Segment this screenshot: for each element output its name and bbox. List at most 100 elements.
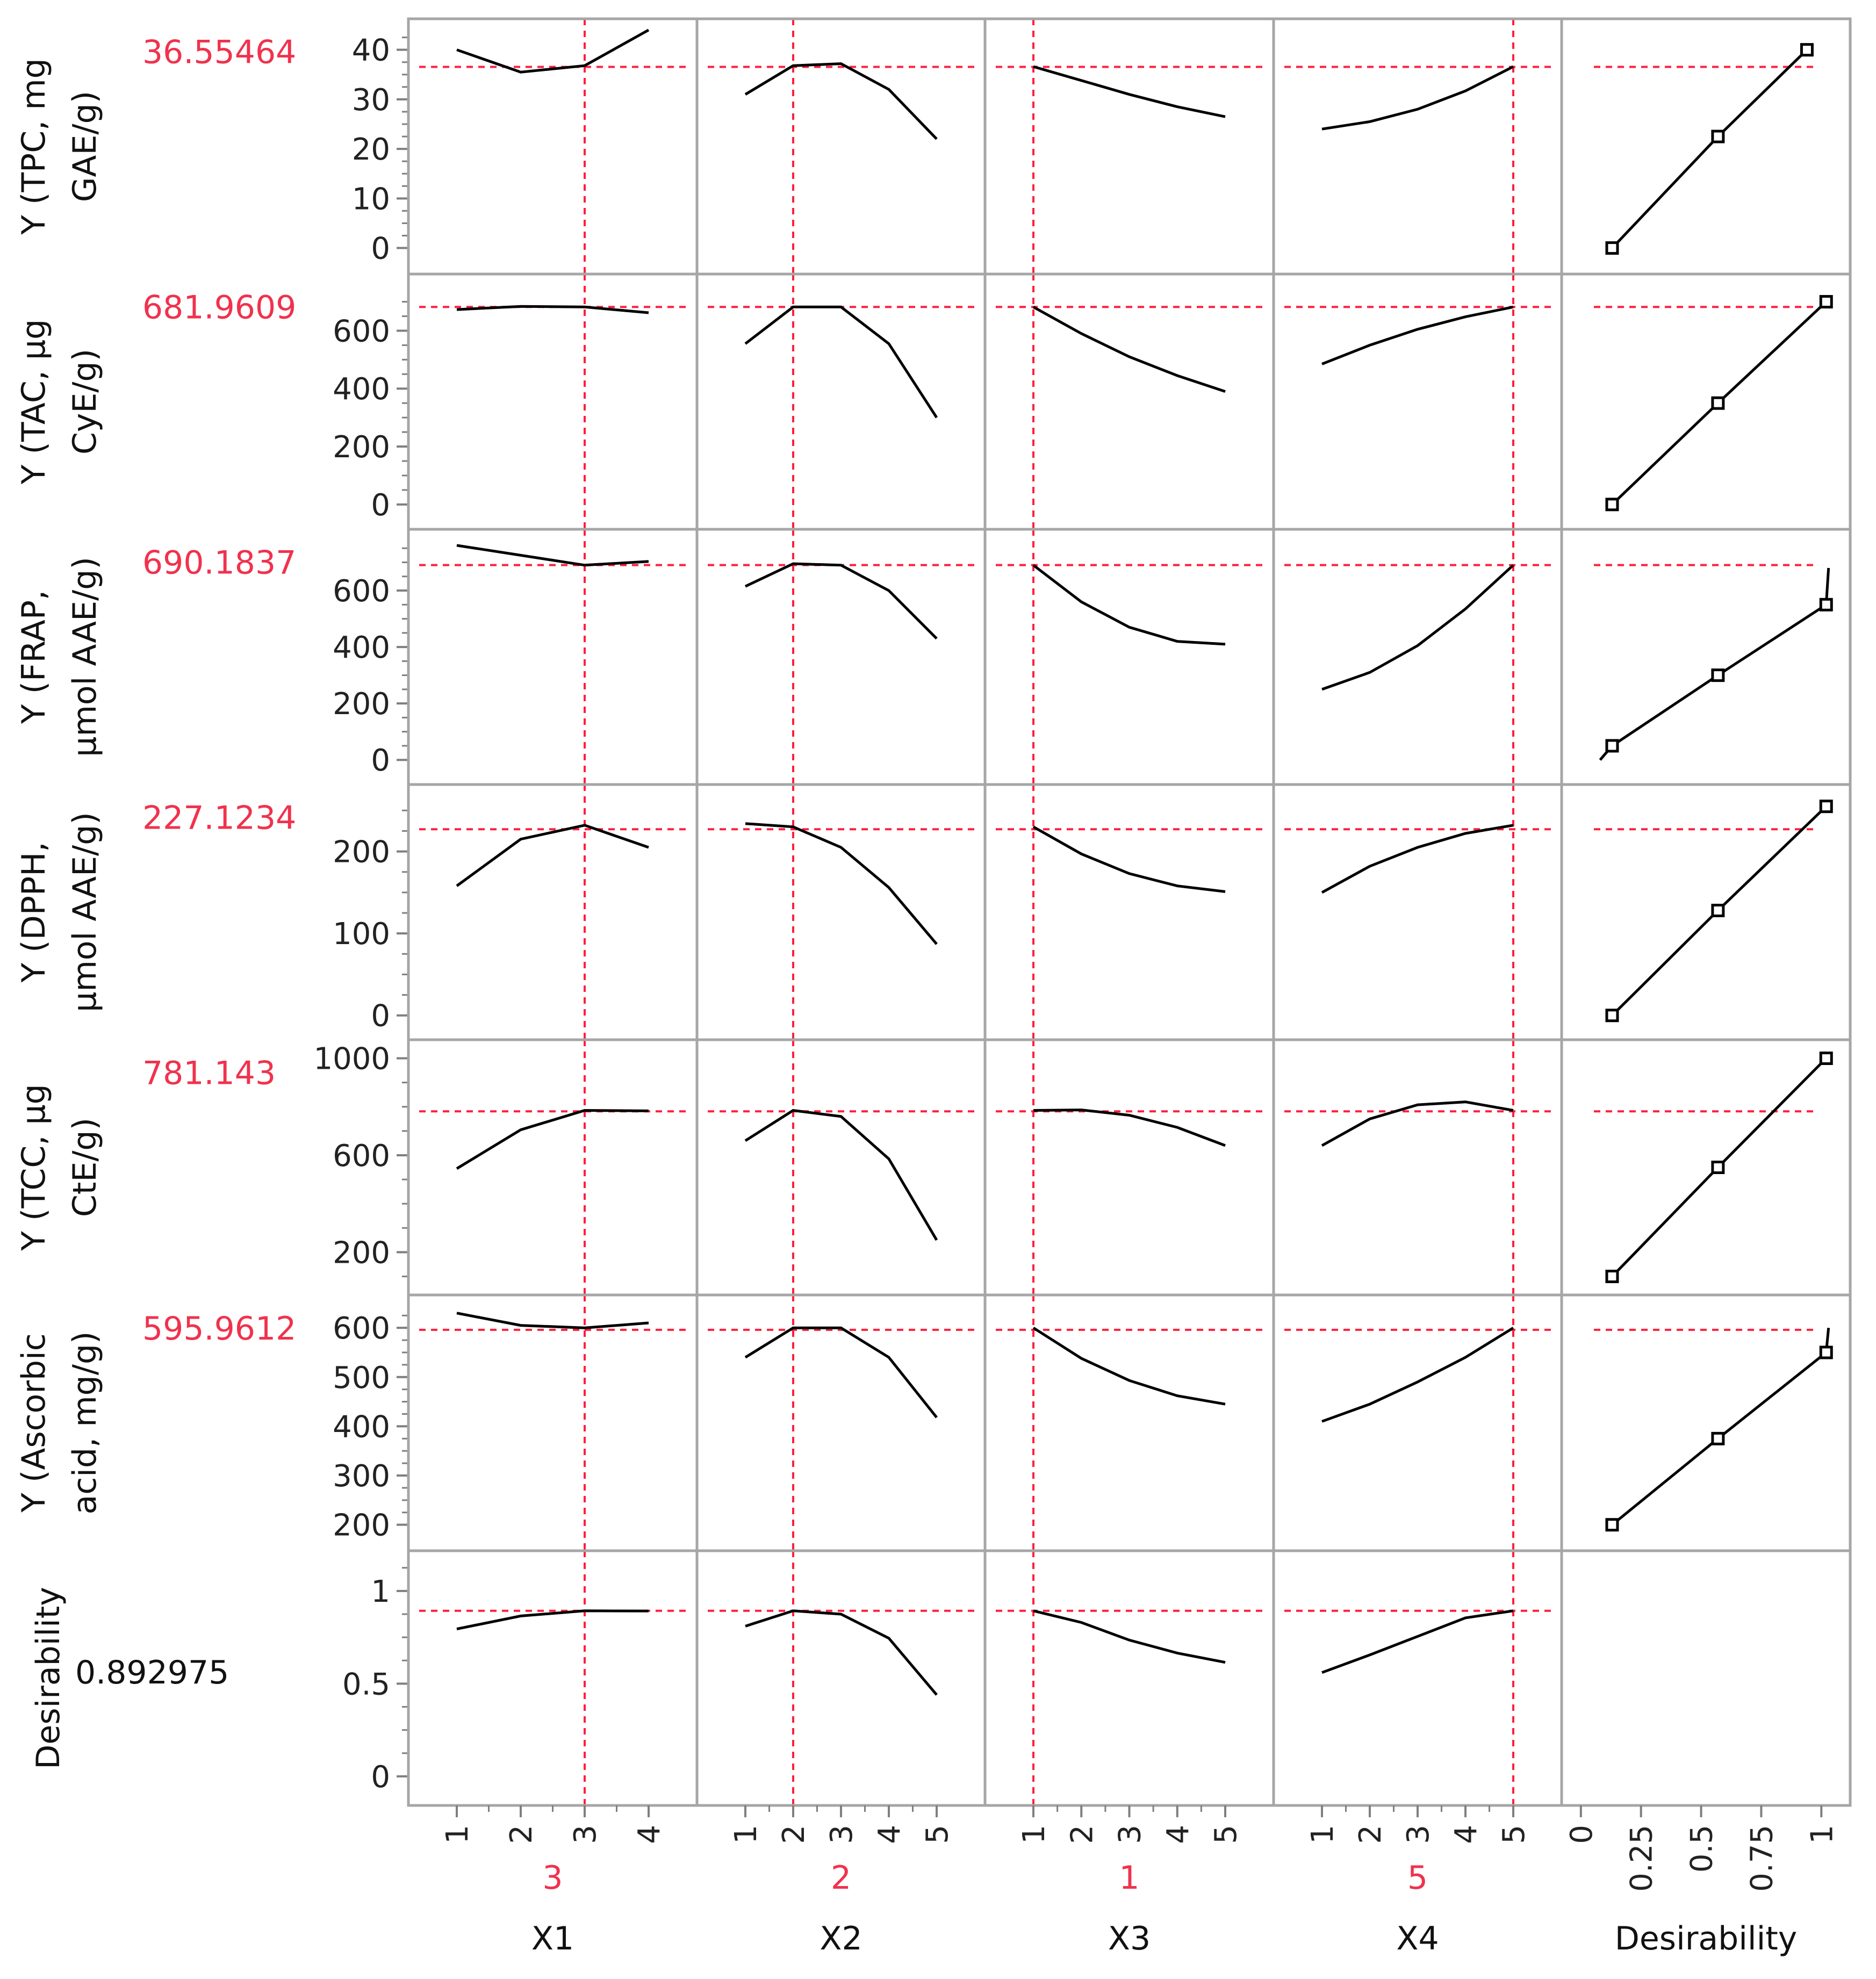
- x-tick-label: 3: [824, 1825, 859, 1844]
- current-factor-value[interactable]: 5: [1407, 1859, 1428, 1897]
- desirability-control-point[interactable]: [1605, 241, 1619, 255]
- profile-trace-x1: [456, 544, 649, 567]
- x-tick-label: 1: [1805, 1825, 1839, 1844]
- plot-cell-frame: [983, 783, 1275, 1041]
- profile-trace-x3: [1032, 825, 1226, 893]
- plot-cell-frame: [695, 783, 987, 1041]
- y-tick-label: 10: [352, 182, 390, 217]
- x-tick-label: 1: [729, 1825, 764, 1844]
- desirability-control-point[interactable]: [1605, 498, 1619, 512]
- desirability-control-point[interactable]: [1605, 1518, 1619, 1532]
- profile-trace-x1: [456, 824, 649, 887]
- plot-cell-frame: [1560, 528, 1852, 786]
- profile-trace-x4: [1321, 65, 1514, 131]
- plot-cell-frame: [695, 272, 987, 531]
- desirability-control-point[interactable]: [1711, 1161, 1725, 1174]
- x-tick-label: 4: [1449, 1825, 1484, 1844]
- plot-cell-frame: [1272, 528, 1563, 786]
- y-tick-label: 0: [371, 1760, 390, 1795]
- x-tick-label: 4: [872, 1825, 907, 1844]
- profile-trace-x3: [1033, 1609, 1226, 1664]
- profile-trace-x4: [1321, 1100, 1514, 1147]
- plot-cell-frame: [983, 528, 1275, 786]
- x-tick-label: 4: [1161, 1825, 1196, 1844]
- desirability-control-point[interactable]: [1711, 1431, 1725, 1445]
- plot-cell-frame: [983, 1293, 1275, 1552]
- current-factor-value[interactable]: 1: [1119, 1859, 1139, 1897]
- plot-cell-frame: [1272, 272, 1563, 531]
- y-tick-label: 200: [333, 687, 390, 722]
- profile-trace-x2: [745, 822, 938, 945]
- profile-trace-x2: [744, 1109, 938, 1241]
- row-axis-label: Y (TCC, µg CtE/g): [15, 1084, 104, 1251]
- plot-cell-frame: [695, 17, 987, 276]
- plot-cell-frame: [407, 1549, 699, 1807]
- profile-trace-x3: [1032, 306, 1226, 393]
- y-tick-label: 0: [371, 999, 390, 1034]
- x-tick-label: 1: [440, 1825, 475, 1844]
- desirability-control-point[interactable]: [1819, 1052, 1833, 1066]
- y-tick-label: 600: [333, 574, 390, 609]
- x-tick-label: 0.25: [1625, 1825, 1659, 1892]
- row-axis-label: Y (TPC, mg GAE/g): [15, 58, 104, 235]
- profile-trace-x2: [744, 62, 938, 140]
- profile-trace-x1: [456, 1609, 649, 1631]
- plot-cell-frame: [1272, 1549, 1563, 1807]
- plot-cell-frame: [983, 1549, 1275, 1807]
- profile-trace-x4: [1321, 1327, 1514, 1423]
- plot-cell-frame: [1272, 1038, 1563, 1297]
- plot-cell-frame: [983, 1038, 1275, 1297]
- profile-trace-x2: [744, 1326, 938, 1419]
- desirability-axis-label: Desirability: [1615, 1920, 1798, 1958]
- desirability-control-point[interactable]: [1711, 129, 1725, 143]
- current-response-value: 781.143: [142, 1055, 276, 1092]
- profile-trace-x1: [456, 305, 649, 314]
- plot-cell-frame: [1560, 783, 1852, 1041]
- y-tick-label: 200: [333, 835, 390, 870]
- current-factor-value[interactable]: 2: [831, 1859, 851, 1897]
- desirability-control-point[interactable]: [1819, 295, 1833, 309]
- x-tick-label: 2: [777, 1825, 811, 1844]
- row-axis-label: Y (FRAP, µmol AAE/g): [15, 557, 104, 757]
- y-tick-label: 400: [333, 630, 390, 665]
- desirability-control-point[interactable]: [1711, 668, 1725, 682]
- profile-trace-x1: [456, 1109, 649, 1170]
- profile-trace-x3: [1032, 564, 1226, 646]
- profile-trace-x4: [1321, 305, 1514, 365]
- plot-cell-frame: [695, 528, 987, 786]
- y-tick-label: 0.5: [342, 1667, 390, 1702]
- row-axis-label: Y (DPPH, µmol AAE/g): [15, 812, 104, 1012]
- profile-trace-x4: [1321, 1609, 1514, 1674]
- desirability-control-point[interactable]: [1711, 903, 1725, 917]
- desirability-function-trace: [1599, 567, 1830, 761]
- x-tick-label: 2: [1353, 1825, 1388, 1844]
- row-axis-label: Y (Ascorbic acid, mg/g): [15, 1332, 104, 1515]
- desirability-control-point[interactable]: [1605, 1009, 1619, 1023]
- desirability-control-point[interactable]: [1711, 396, 1725, 410]
- row-axis-label: Desirability: [30, 1587, 67, 1769]
- y-tick-label: 100: [333, 917, 390, 952]
- profile-trace-x1: [456, 1312, 649, 1329]
- factor-axis-label: X4: [1396, 1920, 1439, 1958]
- plot-cell-frame: [1272, 1293, 1563, 1552]
- plot-cell-frame: [695, 1038, 987, 1297]
- desirability-control-point[interactable]: [1605, 1269, 1619, 1283]
- x-tick-label: 2: [504, 1825, 539, 1844]
- desirability-control-point[interactable]: [1819, 1345, 1833, 1359]
- x-tick-label: 5: [920, 1825, 955, 1844]
- current-factor-value[interactable]: 3: [542, 1859, 563, 1897]
- factor-axis-label: X1: [531, 1920, 574, 1958]
- profile-trace-x3: [1032, 1327, 1226, 1406]
- desirability-control-point[interactable]: [1605, 739, 1619, 753]
- plot-cell-frame: [983, 272, 1275, 531]
- x-tick-label: 3: [1113, 1825, 1148, 1844]
- y-tick-label: 400: [333, 1409, 390, 1444]
- current-response-value: 227.1234: [142, 800, 296, 837]
- x-tick-label: 0.5: [1685, 1825, 1720, 1873]
- plot-cell-frame: [407, 1293, 699, 1552]
- desirability-control-point[interactable]: [1819, 598, 1833, 611]
- x-tick-label: 1: [1017, 1825, 1052, 1844]
- desirability-control-point[interactable]: [1819, 800, 1833, 814]
- desirability-control-point[interactable]: [1800, 43, 1814, 57]
